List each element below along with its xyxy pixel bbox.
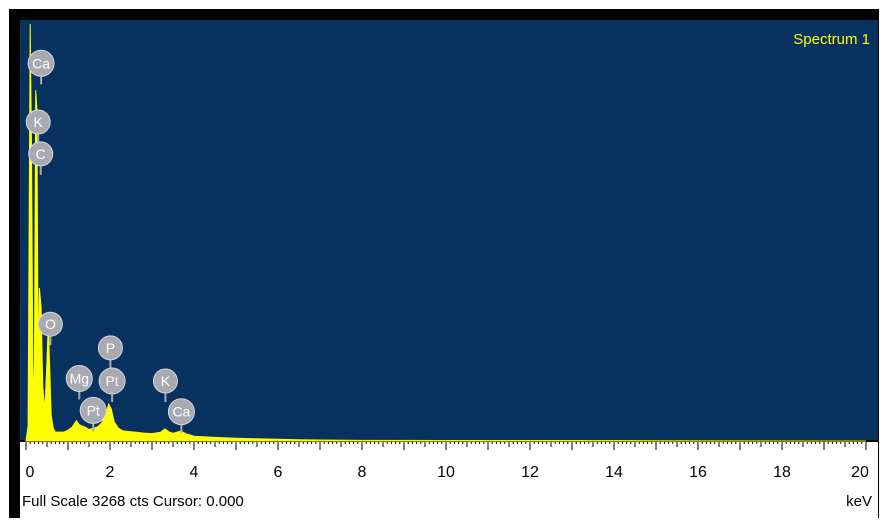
peak-label: K xyxy=(25,109,51,143)
peak-label-circle xyxy=(152,368,178,394)
peak-label-text: O xyxy=(45,316,56,332)
peak-label-text: Ca xyxy=(172,404,190,420)
x-tick-label: 6 xyxy=(274,464,283,481)
x-tick-label: 8 xyxy=(358,464,367,481)
x-tick-label: 4 xyxy=(190,464,199,481)
peak-label-text: P xyxy=(106,340,115,356)
axis-panel xyxy=(20,441,878,518)
peak-label: Mg xyxy=(65,365,93,400)
plot-background[interactable] xyxy=(20,20,878,441)
peak-label-circle xyxy=(167,398,195,426)
peak-label-circle xyxy=(27,49,55,77)
x-tick-label: 2 xyxy=(106,464,115,481)
peak-label: C xyxy=(28,141,54,175)
x-axis-tick-labels: 0 2 4 6 8 10 12 14 16 18 20 xyxy=(26,464,869,481)
x-axis-label: keV xyxy=(846,493,872,510)
peak-label: O xyxy=(37,311,63,346)
spectrum-series xyxy=(25,23,867,442)
peak-label: P xyxy=(97,335,123,369)
x-tick-label: 0 xyxy=(26,464,35,481)
peak-label-circle xyxy=(25,109,51,135)
peak-label-text: Mg xyxy=(70,371,89,387)
peak-label-text: Pt xyxy=(105,373,118,389)
x-axis-ticks xyxy=(25,441,867,450)
peak-label: K xyxy=(152,368,178,402)
x-tick-label: 20 xyxy=(851,464,869,481)
peak-label-text: K xyxy=(34,114,44,130)
peak-label-text: C xyxy=(36,146,46,162)
peak-label: Pt xyxy=(98,367,126,402)
peak-label-circle xyxy=(79,396,107,424)
x-tick-label: 12 xyxy=(521,464,539,481)
x-tick-label: 14 xyxy=(605,464,623,481)
peak-label-text: Ca xyxy=(32,55,50,71)
peak-label: Pt xyxy=(79,396,107,432)
peak-label-circle xyxy=(37,311,63,337)
x-tick-label: 16 xyxy=(689,464,707,481)
status-line: Full Scale 3268 cts Cursor: 0.000 xyxy=(22,493,244,510)
peak-label: Ca xyxy=(27,49,55,85)
peak-label-text: K xyxy=(161,373,171,389)
peak-label-circle xyxy=(65,365,93,392)
x-tick-label: 18 xyxy=(773,464,791,481)
peak-label-text: Pt xyxy=(87,402,100,418)
chart-title: Spectrum 1 xyxy=(793,31,870,48)
peak-label-circle xyxy=(97,335,123,361)
peak-label-circle xyxy=(28,141,54,167)
x-tick-label: 10 xyxy=(437,464,455,481)
peak-label-circle xyxy=(98,367,126,395)
peak-label: Ca xyxy=(167,398,195,433)
